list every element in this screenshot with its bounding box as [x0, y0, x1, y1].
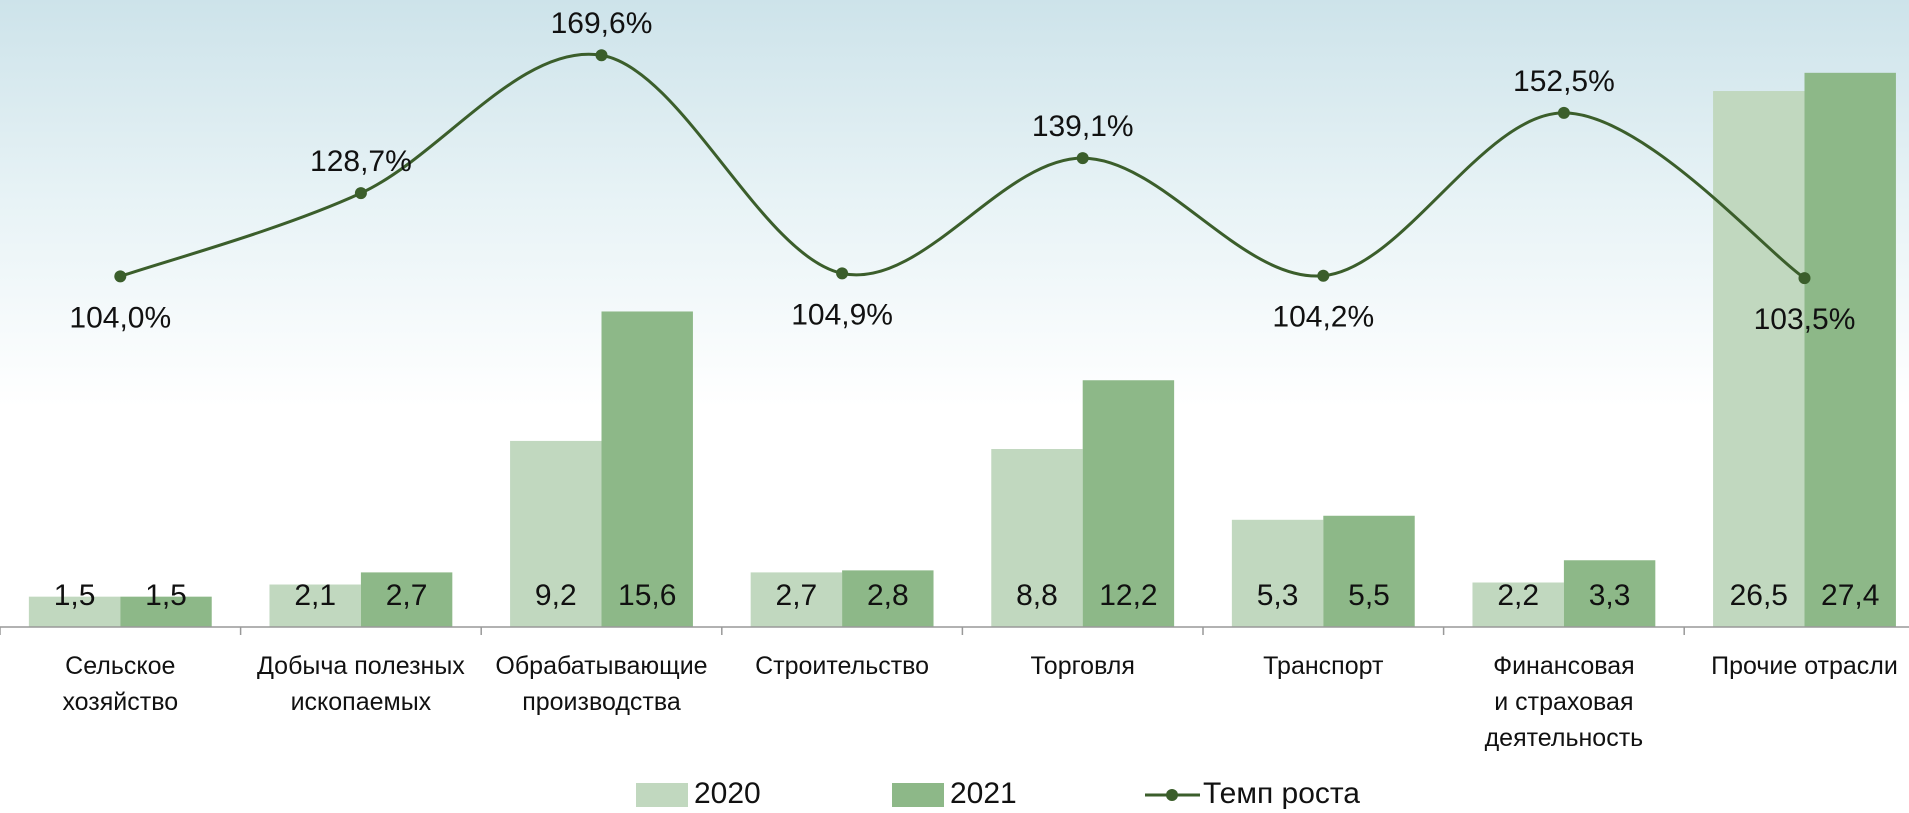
- bar: [1082, 380, 1175, 627]
- line-label: 152,5%: [1513, 65, 1615, 98]
- line-marker: [354, 187, 367, 200]
- line-label: 104,0%: [69, 301, 171, 334]
- bar: [1713, 91, 1805, 628]
- line-marker: [1076, 152, 1089, 165]
- legend-swatch: [892, 783, 944, 807]
- value-label: 5,5: [1348, 579, 1390, 612]
- value-label: 1,5: [145, 579, 187, 612]
- legend-marker: [1166, 789, 1178, 801]
- value-label: 12,2: [1099, 579, 1157, 612]
- line-marker: [1317, 269, 1330, 282]
- legend-swatch: [636, 783, 688, 807]
- line-label: 104,9%: [791, 298, 893, 331]
- line-marker: [114, 270, 127, 283]
- legend-label: Темп роста: [1203, 777, 1360, 810]
- bar: [120, 596, 212, 627]
- line-marker: [836, 267, 849, 280]
- x-tick-label: Строительство: [755, 652, 930, 680]
- legend-label: 2020: [694, 777, 761, 810]
- x-tick-label: Транспорт: [1263, 652, 1384, 680]
- value-label: 15,6: [618, 579, 676, 612]
- x-tick-label: Добыча полезных ископаемых: [256, 652, 465, 716]
- line: [119, 52, 1806, 280]
- bar: [991, 449, 1083, 627]
- value-label: 2,2: [1497, 579, 1539, 612]
- bar: [1231, 519, 1324, 627]
- x-tick-label: Обрабатывающие производства: [495, 652, 708, 716]
- value-label: 5,3: [1257, 579, 1299, 612]
- line-label: 139,1%: [1032, 110, 1134, 143]
- legend-label: 2021: [950, 777, 1017, 810]
- bar: [28, 596, 121, 627]
- value-label: 2,1: [294, 579, 336, 612]
- x-tick-label: Сельское хозяйство: [62, 652, 179, 716]
- value-label: 1,5: [54, 579, 96, 612]
- x-tick-label: Прочие отрасли: [1711, 652, 1898, 680]
- value-label: 2,7: [776, 579, 818, 612]
- value-label: 9,2: [535, 579, 577, 612]
- bar: [1563, 560, 1656, 627]
- x-tick-label: Финансовая и страховая деятельность: [1484, 652, 1644, 752]
- line-marker: [1557, 106, 1570, 119]
- value-label: 3,3: [1589, 579, 1631, 612]
- bar: [842, 570, 934, 627]
- bar: [601, 311, 693, 627]
- bar: [750, 572, 843, 627]
- value-label: 27,4: [1821, 579, 1879, 612]
- line-label: 128,7%: [310, 145, 412, 178]
- bar: [1804, 72, 1896, 627]
- bar: [269, 584, 361, 627]
- x-tick-label: Торговля: [1030, 652, 1135, 680]
- value-label: 2,7: [386, 579, 428, 612]
- bar: [510, 440, 602, 627]
- bar: [1323, 515, 1415, 627]
- line-marker: [595, 49, 608, 62]
- value-label: 2,8: [867, 579, 909, 612]
- line-label: 104,2%: [1272, 301, 1374, 334]
- line-marker: [1798, 272, 1811, 285]
- line-label: 169,6%: [551, 7, 653, 40]
- bar: [360, 572, 453, 627]
- value-label: 8,8: [1016, 579, 1058, 612]
- bar: [1472, 582, 1564, 627]
- value-label: 26,5: [1730, 579, 1788, 612]
- line-label: 103,5%: [1754, 303, 1856, 336]
